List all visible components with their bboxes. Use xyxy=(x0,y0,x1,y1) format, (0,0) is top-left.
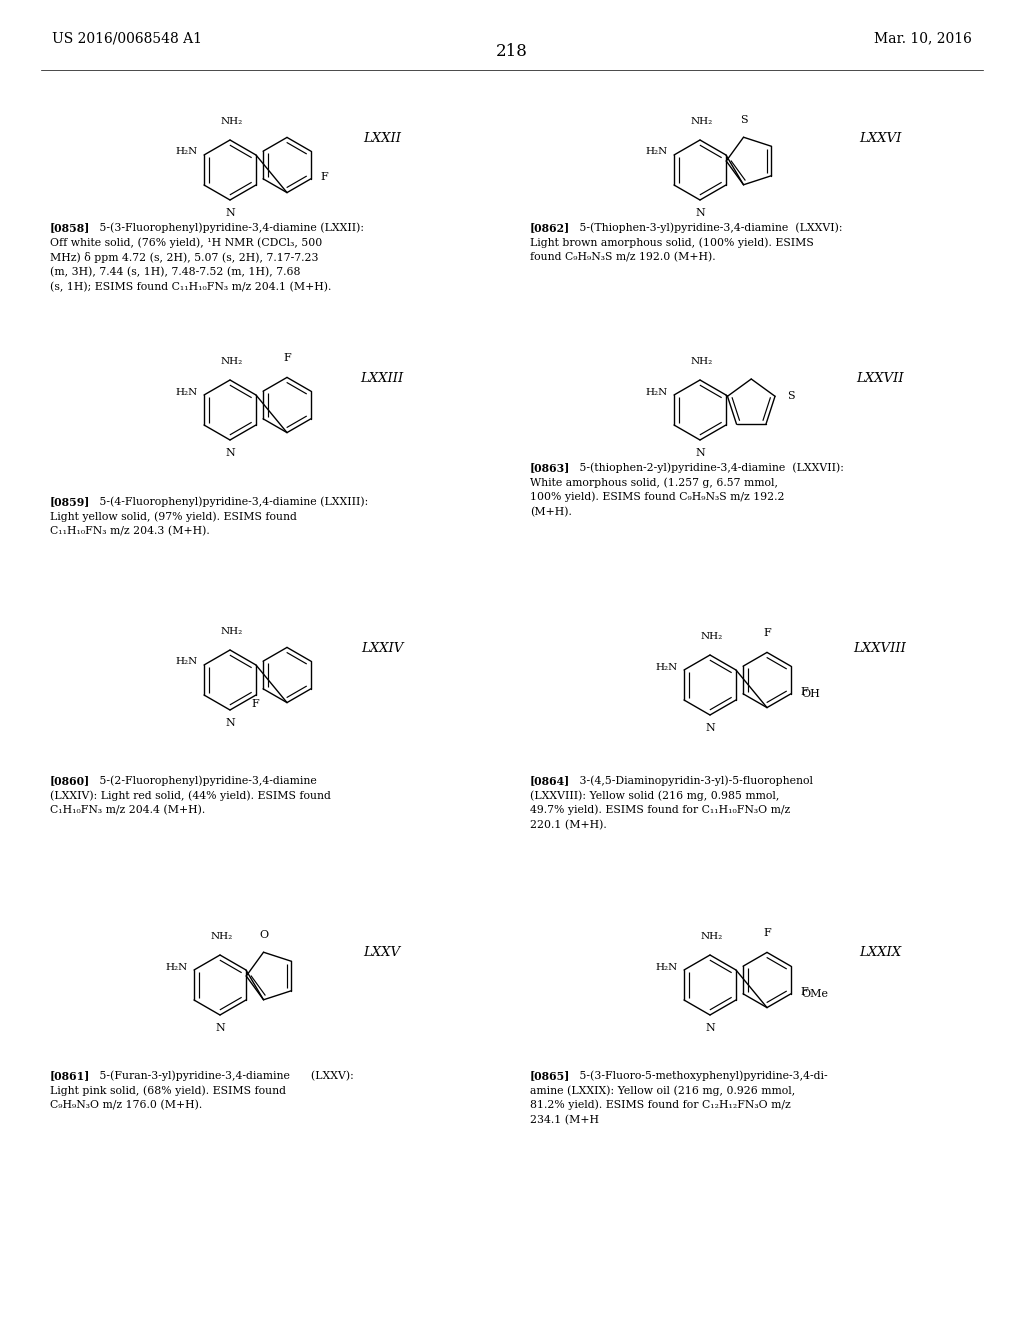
Text: [0860]: [0860] xyxy=(50,775,90,785)
Text: N: N xyxy=(706,1023,715,1034)
Text: H₂N: H₂N xyxy=(646,148,668,157)
Text: (LXXVIII): Yellow solid (216 mg, 0.985 mmol,: (LXXVIII): Yellow solid (216 mg, 0.985 m… xyxy=(530,789,779,800)
Text: 100% yield). ESIMS found C₉H₉N₃S m/z 192.2: 100% yield). ESIMS found C₉H₉N₃S m/z 192… xyxy=(530,492,784,503)
Text: [0861]: [0861] xyxy=(50,1071,90,1081)
Text: S: S xyxy=(787,391,795,401)
Text: US 2016/0068548 A1: US 2016/0068548 A1 xyxy=(52,30,202,45)
Text: Off white solid, (76% yield), ¹H NMR (CDCl₃, 500: Off white solid, (76% yield), ¹H NMR (CD… xyxy=(50,238,323,248)
Text: [0858]: [0858] xyxy=(50,222,90,234)
Text: LXXVI: LXXVI xyxy=(859,132,901,144)
Text: LXXV: LXXV xyxy=(364,946,400,960)
Text: NH₂: NH₂ xyxy=(700,932,723,941)
Text: LXXVII: LXXVII xyxy=(856,371,904,384)
Text: N: N xyxy=(215,1023,225,1034)
Text: H₂N: H₂N xyxy=(176,148,198,157)
Text: H₂N: H₂N xyxy=(646,388,668,396)
Text: NH₂: NH₂ xyxy=(221,117,243,125)
Text: NH₂: NH₂ xyxy=(691,117,713,125)
Text: 5-(3-Fluorophenyl)pyridine-3,4-diamine (LXXII):: 5-(3-Fluorophenyl)pyridine-3,4-diamine (… xyxy=(89,222,364,232)
Text: [0859]: [0859] xyxy=(50,496,90,507)
Text: [0862]: [0862] xyxy=(530,222,570,234)
Text: 81.2% yield). ESIMS found for C₁₂H₁₂FN₃O m/z: 81.2% yield). ESIMS found for C₁₂H₁₂FN₃O… xyxy=(530,1100,791,1110)
Text: OMe: OMe xyxy=(801,989,827,999)
Text: Light brown amorphous solid, (100% yield). ESIMS: Light brown amorphous solid, (100% yield… xyxy=(530,238,814,248)
Text: [0864]: [0864] xyxy=(530,775,570,785)
Text: H₂N: H₂N xyxy=(166,962,188,972)
Text: F: F xyxy=(763,928,771,939)
Text: C₁₁H₁₀FN₃ m/z 204.3 (M+H).: C₁₁H₁₀FN₃ m/z 204.3 (M+H). xyxy=(50,525,210,536)
Text: N: N xyxy=(225,447,234,458)
Text: H₂N: H₂N xyxy=(655,962,678,972)
Text: O: O xyxy=(259,931,268,940)
Text: NH₂: NH₂ xyxy=(691,356,713,366)
Text: LXXVIII: LXXVIII xyxy=(854,642,906,655)
Text: C₁H₁₀FN₃ m/z 204.4 (M+H).: C₁H₁₀FN₃ m/z 204.4 (M+H). xyxy=(50,805,205,816)
Text: NH₂: NH₂ xyxy=(221,627,243,636)
Text: Light pink solid, (68% yield). ESIMS found: Light pink solid, (68% yield). ESIMS fou… xyxy=(50,1085,286,1096)
Text: 5-(3-Fluoro-5-methoxyphenyl)pyridine-3,4-di-: 5-(3-Fluoro-5-methoxyphenyl)pyridine-3,4… xyxy=(569,1071,827,1081)
Text: 49.7% yield). ESIMS found for C₁₁H₁₀FN₃O m/z: 49.7% yield). ESIMS found for C₁₁H₁₀FN₃O… xyxy=(530,805,791,816)
Text: [0865]: [0865] xyxy=(530,1071,570,1081)
Text: H₂N: H₂N xyxy=(655,663,678,672)
Text: White amorphous solid, (1.257 g, 6.57 mmol,: White amorphous solid, (1.257 g, 6.57 mm… xyxy=(530,477,778,487)
Text: LXXIII: LXXIII xyxy=(360,371,403,384)
Text: F: F xyxy=(801,987,809,997)
Text: F: F xyxy=(283,354,291,363)
Text: LXXII: LXXII xyxy=(362,132,401,144)
Text: found C₉H₉N₃S m/z 192.0 (M+H).: found C₉H₉N₃S m/z 192.0 (M+H). xyxy=(530,252,716,263)
Text: F: F xyxy=(251,698,259,709)
Text: F: F xyxy=(321,172,329,182)
Text: MHz) δ ppm 4.72 (s, 2H), 5.07 (s, 2H), 7.17-7.23: MHz) δ ppm 4.72 (s, 2H), 5.07 (s, 2H), 7… xyxy=(50,252,318,263)
Text: OH: OH xyxy=(801,689,820,698)
Text: NH₂: NH₂ xyxy=(211,932,233,941)
Text: N: N xyxy=(695,209,705,218)
Text: 3-(4,5-Diaminopyridin-3-yl)-5-fluorophenol: 3-(4,5-Diaminopyridin-3-yl)-5-fluorophen… xyxy=(569,775,813,785)
Text: N: N xyxy=(225,209,234,218)
Text: 5-(4-Fluorophenyl)pyridine-3,4-diamine (LXXIII):: 5-(4-Fluorophenyl)pyridine-3,4-diamine (… xyxy=(89,496,369,507)
Text: 5-(Furan-3-yl)pyridine-3,4-diamine      (LXXV):: 5-(Furan-3-yl)pyridine-3,4-diamine (LXXV… xyxy=(89,1071,353,1081)
Text: NH₂: NH₂ xyxy=(700,632,723,642)
Text: Light yellow solid, (97% yield). ESIMS found: Light yellow solid, (97% yield). ESIMS f… xyxy=(50,511,297,521)
Text: 5-(2-Fluorophenyl)pyridine-3,4-diamine: 5-(2-Fluorophenyl)pyridine-3,4-diamine xyxy=(89,775,316,785)
Text: (m, 3H), 7.44 (s, 1H), 7.48-7.52 (m, 1H), 7.68: (m, 3H), 7.44 (s, 1H), 7.48-7.52 (m, 1H)… xyxy=(50,267,300,277)
Text: [0863]: [0863] xyxy=(530,462,570,473)
Text: C₉H₉N₃O m/z 176.0 (M+H).: C₉H₉N₃O m/z 176.0 (M+H). xyxy=(50,1100,203,1110)
Text: N: N xyxy=(695,447,705,458)
Text: 234.1 (M+H: 234.1 (M+H xyxy=(530,1115,599,1125)
Text: (M+H).: (M+H). xyxy=(530,507,571,517)
Text: NH₂: NH₂ xyxy=(221,356,243,366)
Text: 5-(Thiophen-3-yl)pyridine-3,4-diamine  (LXXVI):: 5-(Thiophen-3-yl)pyridine-3,4-diamine (L… xyxy=(569,222,843,232)
Text: 220.1 (M+H).: 220.1 (M+H). xyxy=(530,820,607,830)
Text: F: F xyxy=(763,628,771,639)
Text: amine (LXXIX): Yellow oil (216 mg, 0.926 mmol,: amine (LXXIX): Yellow oil (216 mg, 0.926… xyxy=(530,1085,796,1096)
Text: (s, 1H); ESIMS found C₁₁H₁₀FN₃ m/z 204.1 (M+H).: (s, 1H); ESIMS found C₁₁H₁₀FN₃ m/z 204.1… xyxy=(50,281,332,292)
Text: H₂N: H₂N xyxy=(176,657,198,667)
Text: LXXIX: LXXIX xyxy=(859,946,901,960)
Text: H₂N: H₂N xyxy=(176,388,198,396)
Text: S: S xyxy=(739,115,748,125)
Text: 5-(thiophen-2-yl)pyridine-3,4-diamine  (LXXVII):: 5-(thiophen-2-yl)pyridine-3,4-diamine (L… xyxy=(569,462,844,473)
Text: LXXIV: LXXIV xyxy=(360,642,403,655)
Text: N: N xyxy=(706,723,715,733)
Text: N: N xyxy=(225,718,234,729)
Text: 218: 218 xyxy=(496,44,528,61)
Text: Mar. 10, 2016: Mar. 10, 2016 xyxy=(874,30,972,45)
Text: F: F xyxy=(801,686,809,697)
Text: (LXXIV): Light red solid, (44% yield). ESIMS found: (LXXIV): Light red solid, (44% yield). E… xyxy=(50,789,331,800)
